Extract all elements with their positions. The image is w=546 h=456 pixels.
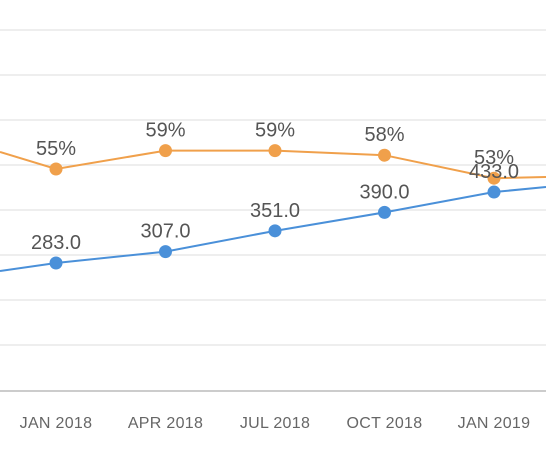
data-point[interactable] xyxy=(268,224,282,238)
data-label: 283.0 xyxy=(31,232,81,254)
data-point[interactable] xyxy=(159,144,172,158)
data-point[interactable] xyxy=(49,162,63,176)
series-0: 55% 59% 59% 58% 53% xyxy=(0,120,546,185)
data-point[interactable] xyxy=(378,205,391,219)
x-tick-label: APR 2018 xyxy=(128,415,203,432)
data-label: 53% xyxy=(474,147,514,169)
data-label: 433.0 xyxy=(469,161,519,183)
x-tick-label: JAN 2018 xyxy=(20,415,93,432)
series-layer: 55% 59% 59% 58% 53% 283.0 307.0 351.0 390.0 433.0 xyxy=(0,120,546,272)
data-label: 59% xyxy=(145,120,185,142)
x-tick-label: OCT 2018 xyxy=(347,415,423,432)
data-label: 55% xyxy=(36,138,76,160)
data-label: 307.0 xyxy=(140,221,190,243)
data-label: 59% xyxy=(255,120,295,142)
x-tick-label: JUL 2018 xyxy=(240,415,310,432)
gridlines xyxy=(0,29,546,346)
x-axis-tick-labels: JAN 2018 APR 2018 JUL 2018 OCT 2018 JAN 2019 xyxy=(20,415,531,432)
data-point[interactable] xyxy=(268,144,282,158)
data-point[interactable] xyxy=(49,256,63,270)
data-point[interactable] xyxy=(487,185,501,199)
data-point[interactable] xyxy=(378,148,391,162)
x-tick-label: JAN 2019 xyxy=(458,415,531,432)
data-label: 351.0 xyxy=(250,200,300,222)
data-label: 58% xyxy=(364,124,404,146)
data-label: 390.0 xyxy=(359,181,409,203)
data-point[interactable] xyxy=(487,171,501,185)
series-1: 283.0 307.0 351.0 390.0 433.0 xyxy=(0,161,546,272)
data-point[interactable] xyxy=(159,245,172,259)
